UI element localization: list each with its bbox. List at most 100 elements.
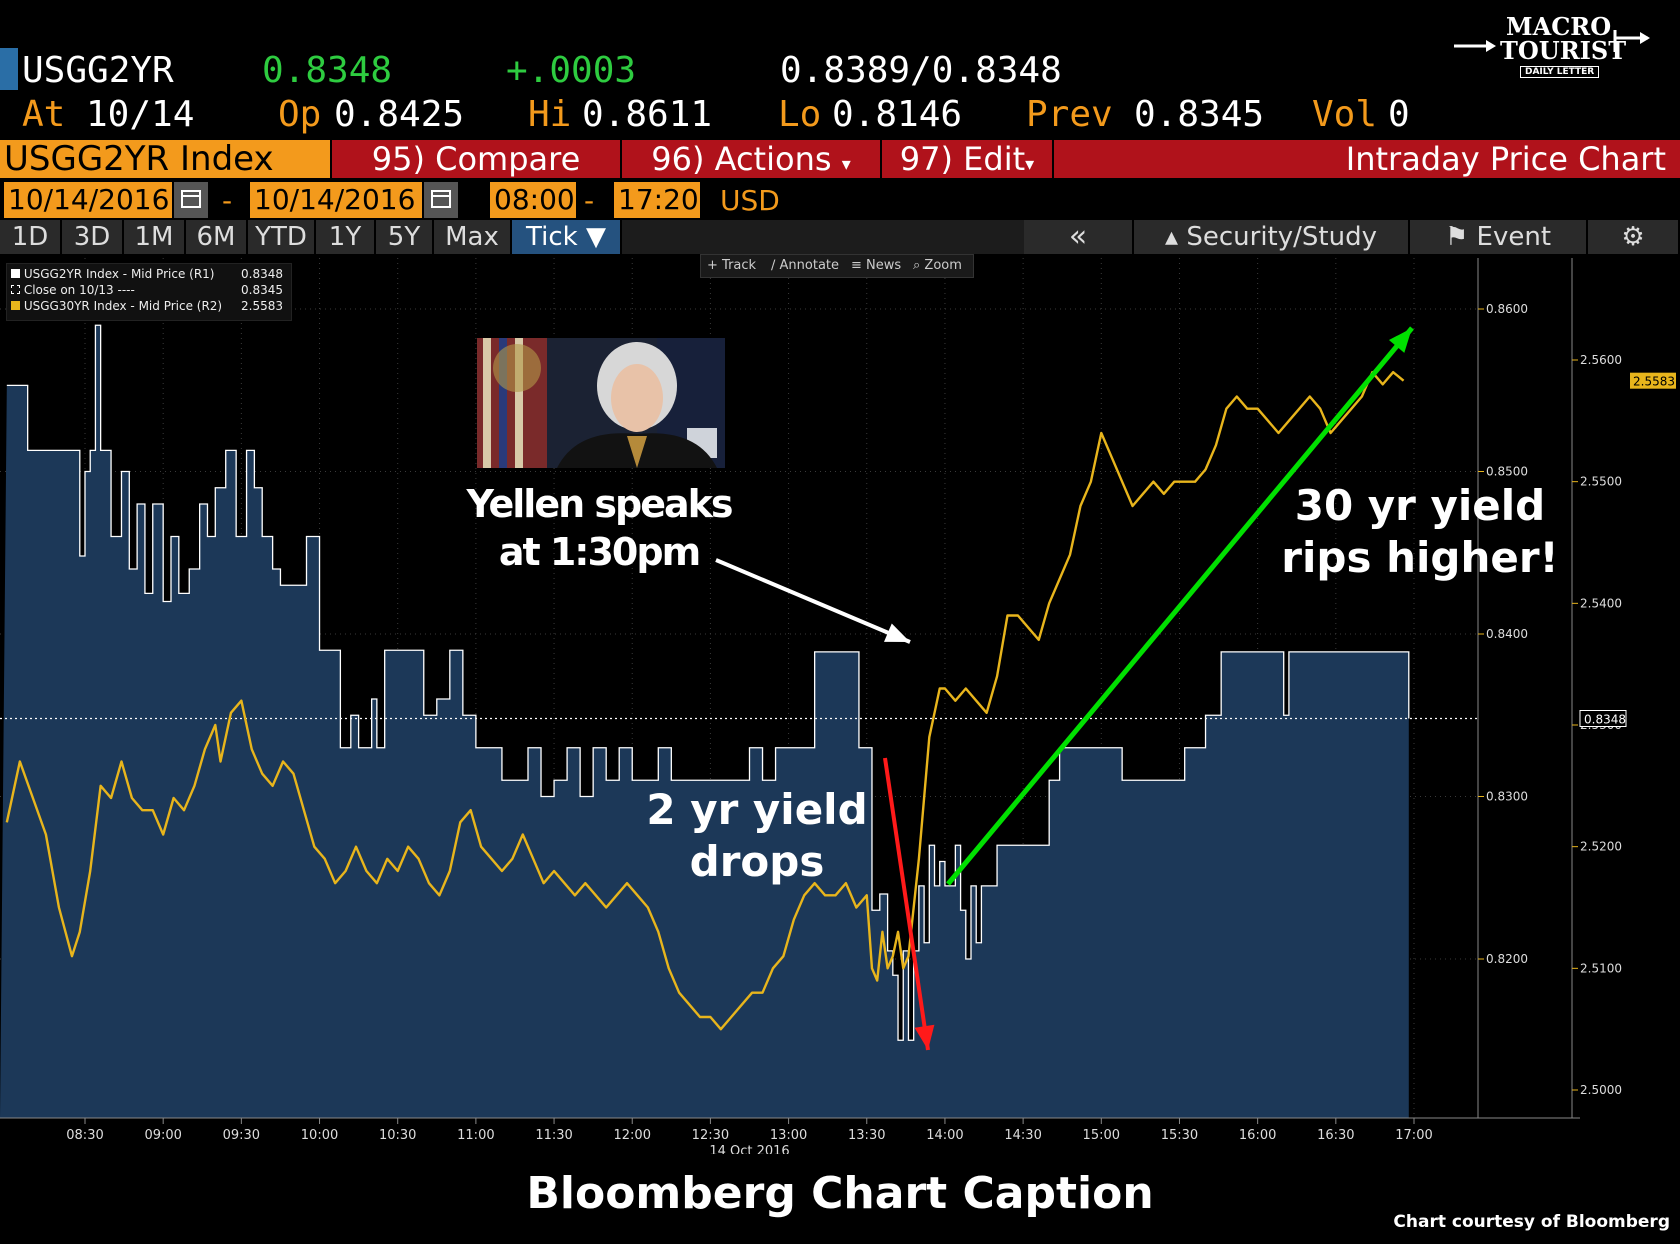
chart-title: Intraday Price Chart bbox=[1052, 140, 1680, 178]
zoom-icon: ⌕ bbox=[913, 258, 921, 273]
yellen-arrow-shaft bbox=[715, 558, 911, 644]
news-tool[interactable]: ≡ News bbox=[851, 258, 901, 273]
tab-3d[interactable]: 3D bbox=[62, 220, 124, 254]
logo-line3: DAILY LETTER bbox=[1520, 66, 1600, 78]
track-icon: + bbox=[707, 258, 718, 273]
calendar-icon[interactable] bbox=[424, 182, 458, 218]
x-tick-label: 12:30 bbox=[692, 1128, 729, 1143]
start-time-field[interactable]: 08:00 bbox=[490, 182, 576, 218]
chart-caption: Bloomberg Chart Caption bbox=[526, 1168, 1154, 1219]
chart-area[interactable]: 0.8200 0.8300 0.8400 0.8500 0.8600 2.5000 2.51… bbox=[0, 254, 1680, 1159]
series-2yr-area bbox=[0, 325, 1409, 1118]
legend-label: USGG2YR Index - Mid Price (R1) bbox=[23, 267, 215, 281]
currency[interactable]: USD bbox=[720, 184, 780, 217]
logo-line2: TOURIST bbox=[1500, 36, 1627, 65]
y2-tick-label: 2.5400 bbox=[1580, 596, 1622, 610]
x-tick-label: 08:30 bbox=[66, 1128, 103, 1143]
y2-tick-label: 2.5100 bbox=[1580, 961, 1622, 975]
two-yr-annotation: 2 yr yield drops bbox=[632, 784, 882, 888]
chevron-down-icon: ▾ bbox=[841, 154, 851, 175]
thirty-yr-annotation: 30 yr yield rips higher! bbox=[1270, 480, 1570, 584]
chart-toolbar: + Track ∕ Annotate ≡ News ⌕ Zoom bbox=[700, 254, 974, 278]
range-dash: - bbox=[222, 184, 233, 217]
last-value-badge-r2 bbox=[1630, 372, 1676, 389]
last-price: 0.8348 bbox=[262, 50, 393, 91]
end-time-field[interactable]: 17:20 bbox=[614, 182, 700, 218]
edit-label: 97) Edit bbox=[899, 140, 1026, 178]
tab-6m[interactable]: 6M bbox=[186, 220, 248, 254]
chevron-down-icon: ▾ bbox=[1025, 154, 1035, 175]
tab-max[interactable]: Max bbox=[434, 220, 512, 254]
tab-1d[interactable]: 1D bbox=[0, 220, 62, 254]
actions-label: 96) Actions bbox=[651, 140, 832, 178]
tab-1y[interactable]: 1Y bbox=[316, 220, 376, 254]
legend-label: USGG30YR Index - Mid Price (R2) bbox=[23, 299, 223, 313]
security-study-button[interactable]: ▴ Security/Study bbox=[1134, 220, 1410, 254]
y1-tick-label: 0.8400 bbox=[1486, 627, 1528, 641]
intraday-chart[interactable]: 0.8200 0.8300 0.8400 0.8500 0.8600 2.5000 2.51… bbox=[0, 254, 1680, 1159]
at-value: 10/14 bbox=[86, 94, 195, 135]
annotate-label: Annotate bbox=[779, 258, 840, 273]
x-tick-label: 11:30 bbox=[535, 1128, 572, 1143]
chart-legend: USGG2YR Index - Mid Price (R1) 0.8348 Cl… bbox=[6, 263, 292, 321]
vol-value: 0 bbox=[1388, 94, 1410, 135]
yellen-arrow-head bbox=[884, 623, 910, 642]
prev-value: 0.8345 bbox=[1134, 94, 1265, 135]
yellen-annotation: Yellen speaks at 1:30pm bbox=[464, 480, 734, 576]
ticker[interactable]: USGG2YR bbox=[22, 50, 174, 91]
low-value: 0.8146 bbox=[832, 94, 963, 135]
x-tick-label: 14:30 bbox=[1004, 1128, 1041, 1143]
edit-button[interactable]: 97) Edit▾ bbox=[880, 140, 1052, 178]
x-tick-label: 12:00 bbox=[614, 1128, 651, 1143]
x-tick-label: 13:00 bbox=[770, 1128, 807, 1143]
tab-1m[interactable]: 1M bbox=[124, 220, 186, 254]
yellen-annotation-text: Yellen speaks at 1:30pm bbox=[466, 482, 733, 574]
end-date-field[interactable]: 10/14/2016 bbox=[250, 182, 422, 218]
series-2yr-line bbox=[6, 324, 1410, 1041]
two-yr-arrow-shaft bbox=[883, 757, 930, 1051]
security-study-label: Security/Study bbox=[1186, 222, 1377, 252]
last-value-badge-r1 bbox=[1579, 710, 1627, 727]
calendar-icon[interactable] bbox=[174, 182, 208, 218]
legend-value: 2.5583 bbox=[241, 299, 283, 313]
yellen-photo bbox=[477, 338, 725, 468]
bid-ask: 0.8389/0.8348 bbox=[780, 50, 1062, 91]
start-date-field[interactable]: 10/14/2016 bbox=[4, 182, 172, 218]
legend-swatch-yellow bbox=[11, 301, 20, 310]
last-value-label-r2: 2.5583 bbox=[1633, 375, 1675, 389]
x-tick-label: 10:00 bbox=[301, 1128, 338, 1143]
track-tool[interactable]: + Track bbox=[707, 258, 756, 273]
net-change: +.0003 bbox=[506, 50, 637, 91]
back-button[interactable]: « bbox=[1024, 220, 1134, 254]
last-value-label-r1: 0.8348 bbox=[1584, 713, 1626, 727]
x-tick-label: 16:00 bbox=[1239, 1128, 1276, 1143]
compare-button[interactable]: 95) Compare bbox=[330, 140, 620, 178]
index-field[interactable]: USGG2YR Index bbox=[0, 140, 330, 178]
zoom-tool[interactable]: ⌕ Zoom bbox=[913, 258, 962, 273]
x-tick-label: 09:30 bbox=[223, 1128, 260, 1143]
legend-row-close: Close on 10/13 ---- 0.8345 bbox=[11, 283, 287, 297]
x-tick-label: 13:30 bbox=[848, 1128, 885, 1143]
tab-tick[interactable]: Tick ▼ bbox=[512, 220, 622, 254]
y1-tick-label: 0.8300 bbox=[1486, 790, 1528, 804]
tab-ytd[interactable]: YTD bbox=[248, 220, 316, 254]
high-label: Hi bbox=[528, 94, 572, 135]
actions-button[interactable]: 96) Actions ▾ bbox=[620, 140, 880, 178]
series-30yr-line bbox=[5, 370, 1405, 1031]
zoom-label: Zoom bbox=[924, 258, 962, 273]
x-tick-label: 10:30 bbox=[379, 1128, 416, 1143]
news-label: News bbox=[866, 258, 902, 273]
y1-tick-label: 0.8200 bbox=[1486, 952, 1528, 966]
annotate-tool[interactable]: ∕ Annotate bbox=[771, 258, 839, 273]
logo-line1: MACRO bbox=[1506, 12, 1612, 41]
event-button[interactable]: ⚑ Event bbox=[1410, 220, 1588, 254]
legend-swatch-white bbox=[11, 269, 20, 278]
x-tick-label: 17:00 bbox=[1395, 1128, 1432, 1143]
x-tick-label: 15:30 bbox=[1161, 1128, 1198, 1143]
time-dash: - bbox=[584, 184, 595, 217]
y2-tick-label: 2.5000 bbox=[1580, 1083, 1622, 1097]
y2-tick-label: 2.5200 bbox=[1580, 840, 1622, 854]
gear-icon[interactable]: ⚙ bbox=[1588, 220, 1680, 254]
tab-5y[interactable]: 5Y bbox=[376, 220, 434, 254]
news-icon: ≡ bbox=[851, 258, 862, 273]
